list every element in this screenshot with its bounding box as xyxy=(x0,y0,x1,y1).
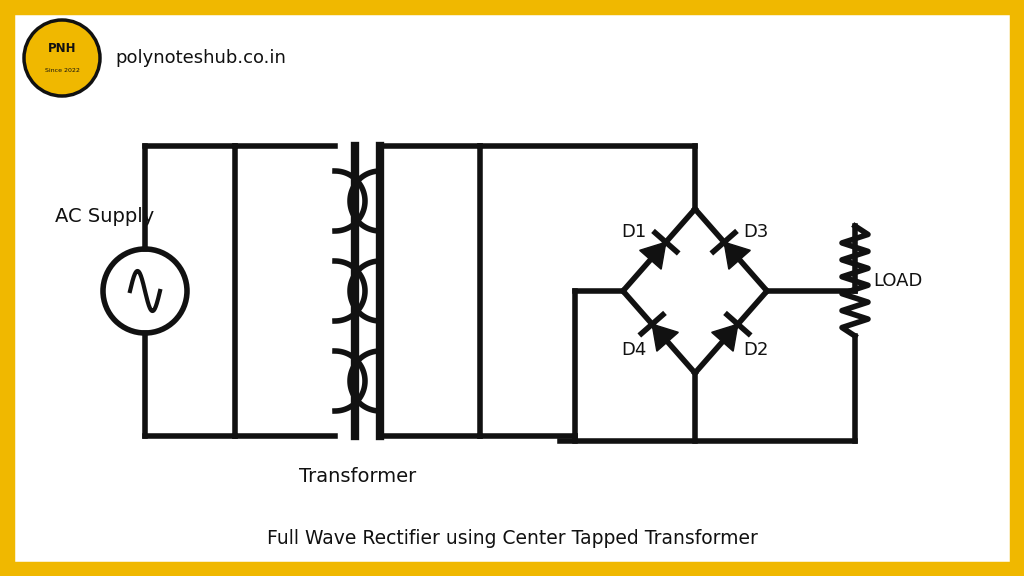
Text: Since 2022: Since 2022 xyxy=(45,67,80,73)
Polygon shape xyxy=(652,324,678,351)
Text: polynoteshub.co.in: polynoteshub.co.in xyxy=(115,49,286,67)
Text: D3: D3 xyxy=(743,223,769,241)
Text: AC Supply: AC Supply xyxy=(55,207,155,225)
Text: LOAD: LOAD xyxy=(873,272,923,290)
Text: D2: D2 xyxy=(743,341,769,359)
Polygon shape xyxy=(724,242,751,269)
Text: PNH: PNH xyxy=(48,41,76,55)
Circle shape xyxy=(24,20,100,96)
Text: Transformer: Transformer xyxy=(299,467,416,486)
FancyBboxPatch shape xyxy=(5,5,1019,571)
Text: D4: D4 xyxy=(622,341,647,359)
Polygon shape xyxy=(712,324,738,351)
Text: D1: D1 xyxy=(622,223,647,241)
Polygon shape xyxy=(640,242,666,269)
Text: Full Wave Rectifier using Center Tapped Transformer: Full Wave Rectifier using Center Tapped … xyxy=(266,529,758,548)
